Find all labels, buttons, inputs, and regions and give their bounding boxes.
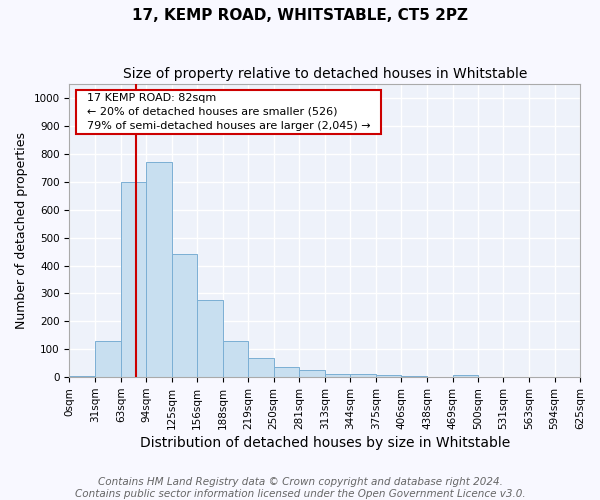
X-axis label: Distribution of detached houses by size in Whitstable: Distribution of detached houses by size … (140, 436, 510, 450)
Bar (146, 162, 172, 377)
Bar (350, 374, 376, 377)
Bar (376, 375, 401, 377)
Bar (172, 254, 197, 377)
Text: 17, KEMP ROAD, WHITSTABLE, CT5 2PZ: 17, KEMP ROAD, WHITSTABLE, CT5 2PZ (132, 8, 468, 22)
Bar (197, 300, 223, 377)
Bar (223, 341, 248, 377)
Bar (121, 182, 146, 377)
Title: Size of property relative to detached houses in Whitstable: Size of property relative to detached ho… (122, 68, 527, 82)
Bar (299, 370, 325, 377)
Bar (70, 376, 95, 377)
Bar (274, 366, 299, 377)
Bar (325, 374, 350, 377)
Bar (401, 376, 427, 377)
Text: Contains HM Land Registry data © Crown copyright and database right 2024.
Contai: Contains HM Land Registry data © Crown c… (74, 478, 526, 499)
Bar (248, 358, 274, 377)
Bar (427, 376, 452, 377)
Bar (452, 375, 478, 377)
Text: 17 KEMP ROAD: 82sqm  
  ← 20% of detached houses are smaller (526)  
  79% of se: 17 KEMP ROAD: 82sqm ← 20% of detached ho… (80, 93, 377, 131)
Bar (478, 376, 503, 377)
Y-axis label: Number of detached properties: Number of detached properties (15, 132, 28, 329)
Bar (95, 342, 121, 377)
